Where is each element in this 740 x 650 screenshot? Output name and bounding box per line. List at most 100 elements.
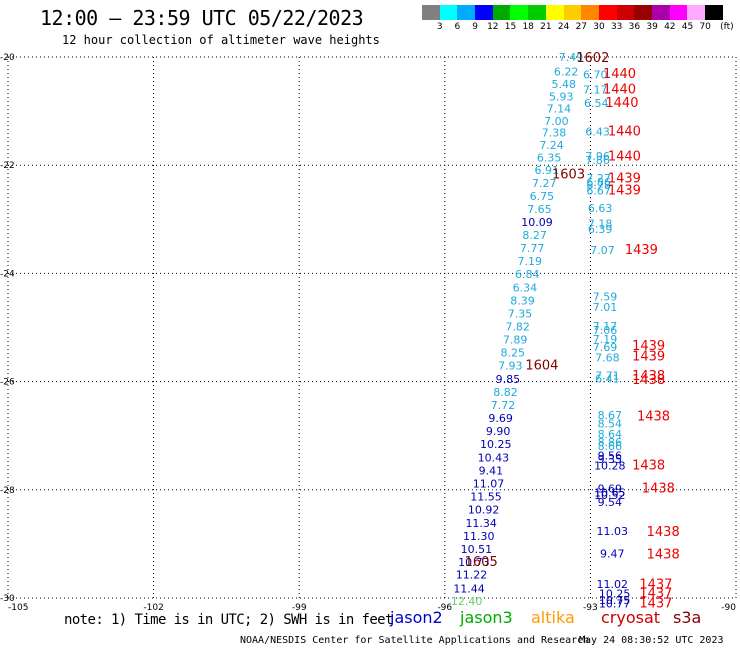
wave-height-value: 6.84 bbox=[515, 268, 540, 281]
wave-height-value: 7.72 bbox=[491, 399, 516, 412]
wave-height-value: 10.75 bbox=[599, 594, 631, 607]
wave-height-value: 11.34 bbox=[465, 517, 497, 530]
pass-time-label: 1604 bbox=[525, 358, 558, 373]
satellite-jason2: jason2 bbox=[390, 608, 443, 627]
wave-height-value: 7.38 bbox=[542, 127, 567, 140]
wave-height-value: 7.27 bbox=[586, 172, 611, 185]
wave-height-value: 11.03 bbox=[596, 525, 628, 538]
wave-height-value: 7.07 bbox=[590, 244, 615, 257]
wave-height-value: 6.39 bbox=[588, 223, 613, 236]
wave-height-value: 10.09 bbox=[521, 216, 553, 229]
pass-time-label: 1438 bbox=[632, 458, 665, 473]
pass-time-label: 1439 bbox=[632, 339, 665, 354]
lat-lon-grid bbox=[7, 56, 737, 599]
color-scale-label: 33 bbox=[610, 22, 623, 32]
wave-height-value: 9.69 bbox=[598, 483, 623, 496]
wave-height-value: 7.06 bbox=[593, 324, 618, 337]
wave-height-value: 7.19 bbox=[593, 333, 618, 346]
wave-height-value: 10.65 bbox=[594, 487, 626, 500]
pass-time-label: 1439 bbox=[608, 172, 641, 187]
pass-time-label: 1602 bbox=[576, 51, 609, 66]
wave-height-value: 8.25 bbox=[500, 346, 525, 359]
color-scale-label: 39 bbox=[646, 22, 658, 32]
wave-height-value: 6.75 bbox=[530, 190, 555, 203]
wave-height-value: 9.85 bbox=[496, 373, 521, 386]
wave-height-value: 8.67 bbox=[598, 409, 623, 422]
wave-height-value: 7.93 bbox=[498, 359, 523, 372]
color-scale-labels: 3 6 9 12 15 18 21 24 27 30 33 36 39 42 45 70 (ft) bbox=[422, 22, 740, 34]
color-scale-label: 18 bbox=[522, 22, 534, 32]
color-scale-label: 30 bbox=[593, 22, 605, 32]
pass-time-label: 1438 bbox=[632, 373, 665, 388]
pass-time-label: 1437 bbox=[639, 587, 672, 602]
pass-time-label: 1440 bbox=[608, 125, 641, 140]
color-swatch bbox=[669, 5, 688, 20]
wave-height-value: 11.02 bbox=[596, 578, 628, 591]
wave-height-value: 9.35 bbox=[598, 453, 623, 466]
wave-height-value: 7.71 bbox=[595, 370, 620, 383]
wave-height-value: 10.25 bbox=[480, 438, 512, 451]
x-tick-label: -93 bbox=[583, 603, 598, 613]
wave-height-value: 7.24 bbox=[539, 139, 564, 152]
pass-time-label: 1440 bbox=[605, 96, 638, 111]
color-swatch bbox=[651, 5, 670, 20]
wave-height-value: 7.17 bbox=[583, 83, 608, 96]
wave-height-value: 6.41 bbox=[595, 372, 620, 385]
color-swatch bbox=[705, 5, 723, 20]
y-tick-label: -20 bbox=[0, 53, 15, 63]
wave-height-value: 6.34 bbox=[513, 281, 538, 294]
color-scale-label: 45 bbox=[681, 22, 694, 32]
wave-height-value: 6.43 bbox=[585, 126, 610, 139]
color-scale-label: 24 bbox=[557, 22, 570, 32]
wave-height-value: 6.35 bbox=[537, 152, 562, 165]
satellite-altika: altika bbox=[531, 608, 575, 627]
pass-time-label: 1437 bbox=[639, 596, 672, 611]
wave-height-value: 8.64 bbox=[598, 428, 623, 441]
color-swatch bbox=[528, 5, 546, 20]
wave-height-value: 8.82 bbox=[493, 386, 518, 399]
x-tick-label: -105 bbox=[8, 603, 28, 613]
color-scale-label: 12 bbox=[487, 22, 499, 32]
wave-height-value: 12.40 bbox=[451, 595, 483, 608]
wave-height-value: 7.59 bbox=[593, 291, 618, 304]
pass-time-label: 1603 bbox=[552, 167, 585, 182]
wave-height-value: 8.39 bbox=[510, 294, 535, 307]
color-swatch bbox=[545, 5, 564, 20]
y-tick-label: -26 bbox=[0, 378, 15, 388]
pass-time-label: 1438 bbox=[637, 410, 670, 425]
wave-height-value: 8.27 bbox=[522, 229, 547, 242]
pass-time-label: 1440 bbox=[603, 82, 636, 97]
chart-subtitle: 12 hour collection of altimeter wave hei… bbox=[62, 33, 380, 47]
wave-height-value: 7.18 bbox=[588, 218, 613, 231]
color-swatch bbox=[687, 5, 705, 20]
color-scale-label: 3 bbox=[436, 22, 443, 32]
y-tick-label: -22 bbox=[0, 161, 15, 171]
wave-height-value: 7.01 bbox=[593, 301, 618, 314]
wave-height-value: 10.51 bbox=[461, 543, 493, 556]
satellite-cryosat: cryosat bbox=[601, 608, 661, 627]
color-scale-label: 36 bbox=[628, 22, 641, 32]
wave-height-value: 7.35 bbox=[508, 307, 533, 320]
wave-height-value: 7.86 bbox=[585, 154, 610, 167]
color-scale-bar bbox=[422, 5, 723, 20]
wave-height-value: 10.92 bbox=[468, 503, 500, 516]
pass-time-label: 1438 bbox=[632, 369, 665, 384]
color-swatch bbox=[475, 5, 493, 20]
chart-title: 12:00 — 23:59 UTC 05/22/2023 bbox=[40, 6, 364, 30]
units-note: note: 1) Time is in UTC; 2) SWH is in fe… bbox=[64, 612, 393, 628]
wave-height-value: 10.25 bbox=[599, 588, 631, 601]
wave-height-value: 6.63 bbox=[588, 202, 613, 215]
wave-height-value: 7.68 bbox=[595, 351, 620, 364]
wave-height-value: 11.55 bbox=[470, 490, 502, 503]
credit-text: NOAA/NESDIS Center for Satellite Applica… bbox=[240, 635, 590, 646]
wave-height-value: 10.28 bbox=[594, 459, 626, 472]
wave-height-value: 10.43 bbox=[478, 451, 510, 464]
color-swatch bbox=[510, 5, 529, 20]
wave-height-value: 6.67 bbox=[586, 185, 611, 198]
wave-height-value: 11.07 bbox=[473, 477, 505, 490]
wave-height-value: 7.49 bbox=[559, 51, 584, 64]
pass-time-label: 1438 bbox=[647, 525, 680, 540]
color-scale-label: 9 bbox=[472, 22, 478, 32]
color-swatch bbox=[598, 5, 617, 20]
